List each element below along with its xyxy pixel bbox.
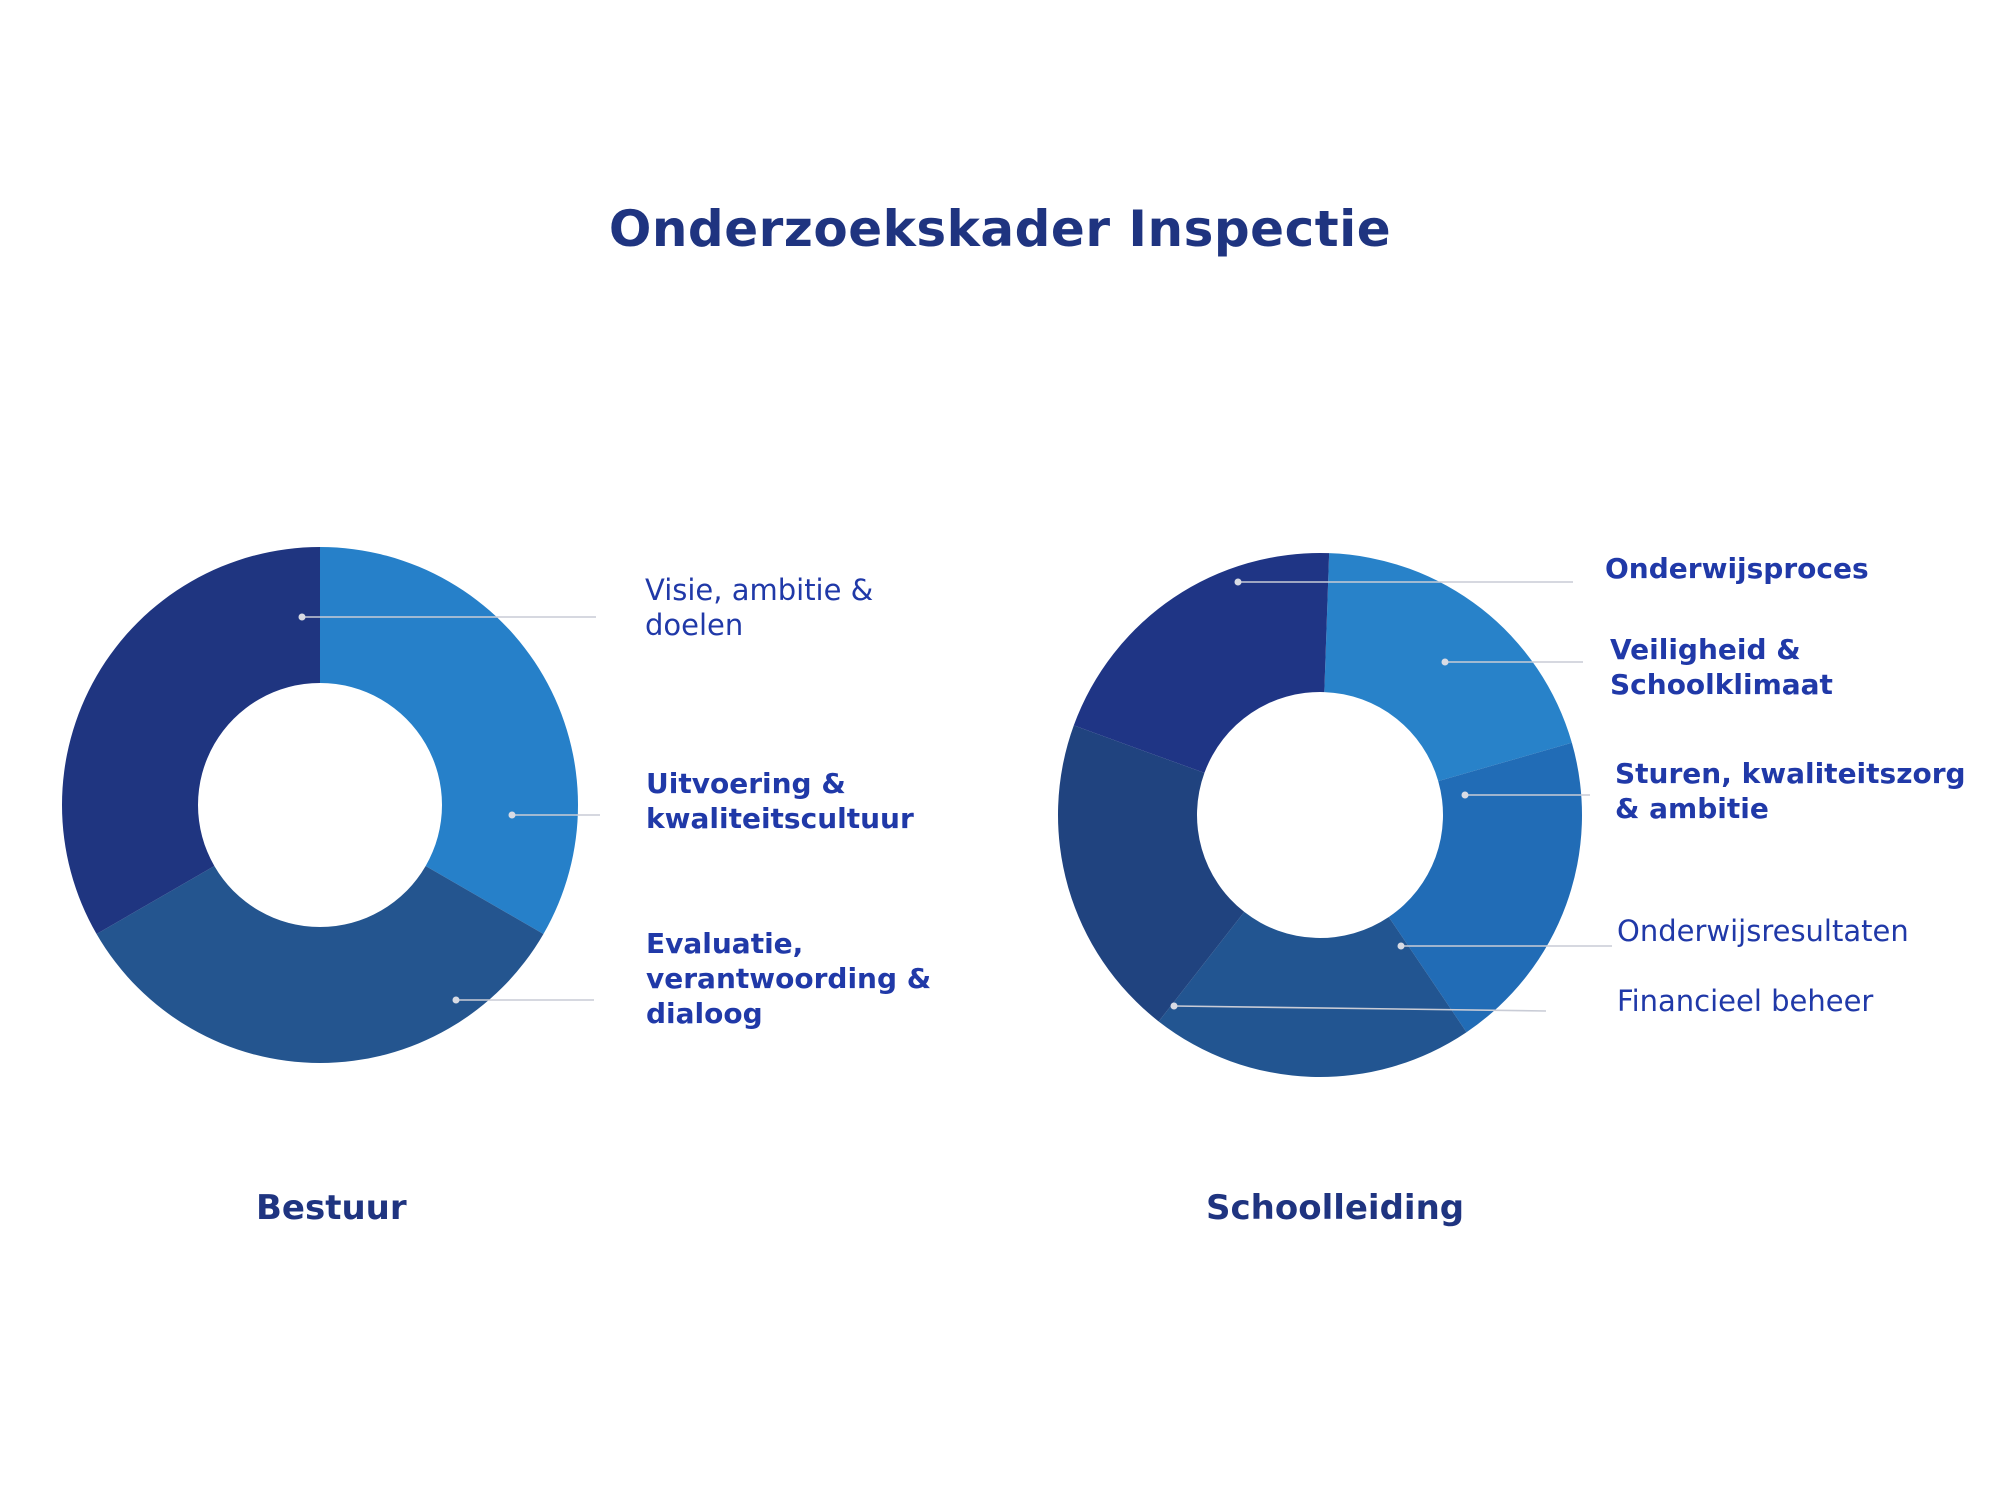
label-sturen: Sturen, kwaliteitszorg & ambitie xyxy=(1615,756,1966,826)
subtitle-schoolleiding: Schoolleiding xyxy=(1206,1188,1465,1228)
label-evaluatie-line2: verantwoording & xyxy=(646,962,932,995)
label-sturen-line2: & ambitie xyxy=(1615,792,1769,825)
bestuur-slice-3 xyxy=(62,547,321,934)
label-evaluatie-line3: dialoog xyxy=(646,997,763,1030)
leader-financieel xyxy=(1173,1005,1547,1012)
label-uitvoering: Uitvoering & kwaliteitscultuur xyxy=(646,766,914,836)
donut-schoolleiding xyxy=(1058,553,1582,1078)
bestuur-slice-1 xyxy=(320,547,578,934)
label-onderwijsresultaten: Onderwijsresultaten xyxy=(1617,914,1909,949)
bestuur-slice-2 xyxy=(96,866,544,1064)
school-slice-1 xyxy=(1324,553,1572,782)
label-evaluatie-line1: Evaluatie, xyxy=(646,927,804,960)
leader-uitvoering-dot xyxy=(508,811,516,819)
label-visie-line2: doelen xyxy=(645,608,744,642)
subtitle-bestuur: Bestuur xyxy=(256,1188,407,1228)
page-title: Onderzoekskader Inspectie xyxy=(608,200,1392,258)
leader-onderwijsresultaten-dot xyxy=(1397,942,1405,950)
leader-sturen-dot xyxy=(1461,791,1469,799)
leader-visie-dot xyxy=(298,613,306,621)
leader-financieel-dot xyxy=(1170,1002,1178,1010)
label-visie: Visie, ambitie & doelen xyxy=(645,573,873,643)
label-onderwijsproces-line1: Onderwijsproces xyxy=(1605,552,1869,585)
label-uitvoering-line2: kwaliteitscultuur xyxy=(646,802,914,835)
school-slice-2 xyxy=(1388,742,1582,1033)
label-onderwijsproces: Onderwijsproces xyxy=(1605,551,1869,586)
label-onderwijsresultaten-line1: Onderwijsresultaten xyxy=(1617,914,1909,948)
label-financieel-line1: Financieel beheer xyxy=(1617,984,1874,1018)
school-slice-5 xyxy=(1073,553,1330,773)
label-evaluatie: Evaluatie, verantwoording & dialoog xyxy=(646,926,931,1031)
label-sturen-line1: Sturen, kwaliteitszorg xyxy=(1615,757,1966,790)
label-uitvoering-line1: Uitvoering & xyxy=(646,767,846,800)
school-slice-4 xyxy=(1058,725,1245,1022)
label-veiligheid-line1: Veiligheid & xyxy=(1610,633,1801,666)
leader-onderwijsproces-dot xyxy=(1234,578,1242,586)
school-slice-3 xyxy=(1158,911,1467,1078)
label-veiligheid: Veiligheid & Schoolklimaat xyxy=(1610,632,1833,702)
donut-bestuur xyxy=(62,547,578,1064)
label-veiligheid-line2: Schoolklimaat xyxy=(1610,668,1833,701)
leader-lines xyxy=(298,578,1612,1012)
label-financieel: Financieel beheer xyxy=(1617,984,1873,1019)
label-visie-line1: Visie, ambitie & xyxy=(645,573,874,607)
leader-veiligheid-dot xyxy=(1441,658,1449,666)
leader-evaluatie-dot xyxy=(452,996,460,1004)
